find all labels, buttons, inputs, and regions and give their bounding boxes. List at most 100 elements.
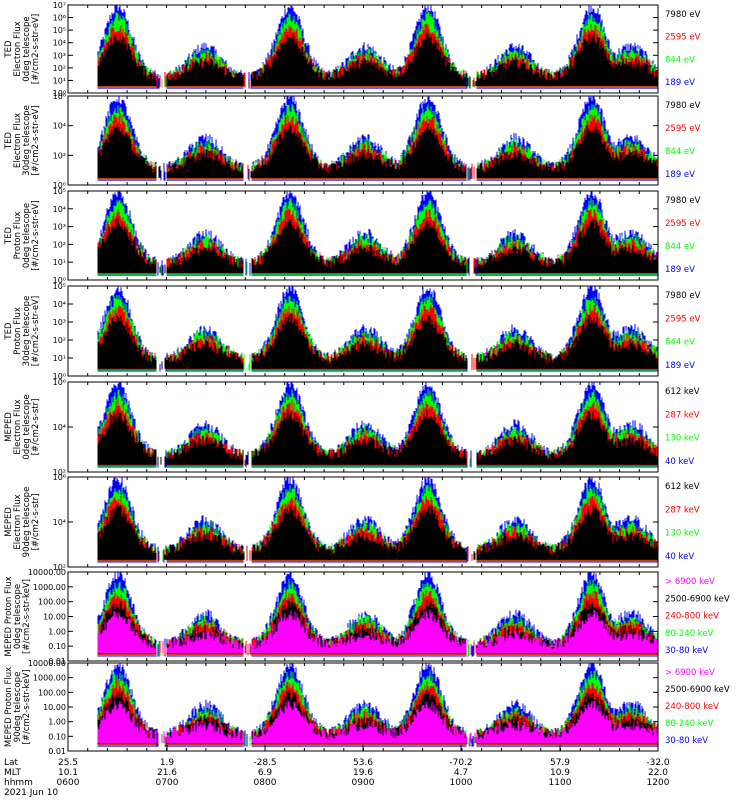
y-tick-label: 10000.00 [28, 568, 66, 577]
y-axis-label: TED [4, 131, 14, 150]
panel-traces [97, 572, 658, 657]
y-axis-label: [#/cm2-s-str-eV] [31, 14, 41, 84]
y-axis-label: 0deg telescope [22, 16, 32, 81]
footer-lat: -28.5 [253, 758, 276, 768]
footer-mlt: 19.6 [353, 768, 373, 778]
y-tick-label: 10.00 [43, 613, 66, 622]
footer-mlt: 10.9 [550, 768, 570, 778]
y-axis-label: [#/cm2-s-str] [31, 494, 41, 551]
y-tick-label: 10⁴ [53, 300, 66, 309]
y-axis-label: [#/cm2-s-str-keV] [22, 579, 32, 654]
y-tick-label: 10³ [53, 51, 66, 60]
footer-mlt: 22.0 [648, 768, 668, 778]
y-axis-label: [#/cm2-s-str-keV] [22, 670, 32, 745]
legend-entry: 612 keV [665, 387, 700, 397]
panel-5: 10² 10⁴ 10⁶ MEPED Electron Flux 0deg telescop… [4, 378, 700, 477]
y-tick-label: 1.00 [48, 627, 66, 636]
panel-4: 10⁰ 10¹ 10² 10³ 10⁴ 10⁵ TED Proton Flux 30deg te… [4, 282, 701, 381]
legend-entry: 189 eV [665, 78, 695, 88]
footer-mlt: 21.6 [157, 768, 177, 778]
y-axis-label: Electron Flux [13, 21, 23, 76]
legend-entry: 30-80 keV [665, 736, 708, 746]
legend-entry: > 6900 keV [665, 668, 715, 678]
y-axis-label: [#/cm2-s-str-eV] [31, 200, 41, 270]
footer-row-label: hhmm [4, 778, 33, 788]
y-tick-label: 10.00 [43, 703, 66, 712]
y-tick-label: 10¹ [53, 258, 66, 267]
footer-mlt: 6.9 [258, 768, 273, 778]
footer-hhmm: 0900 [352, 778, 375, 788]
y-tick-label: 10³ [53, 223, 66, 232]
footer-lat: 25.5 [58, 758, 78, 768]
y-tick-label: 10⁵ [53, 26, 66, 35]
footer-lat: -32.0 [646, 758, 670, 768]
y-tick-label: 10⁷ [53, 1, 66, 10]
y-tick-label: 10² [53, 64, 66, 73]
y-tick-label: 100.00 [38, 688, 66, 697]
y-tick-label: 10³ [53, 318, 66, 327]
y-tick-label: 10⁴ [53, 205, 66, 214]
footer-hhmm: 0700 [156, 778, 179, 788]
legend-entry: 130 keV [665, 434, 700, 444]
y-axis-label: 30deg telescope [22, 296, 32, 367]
footer-hhmm: 1200 [647, 778, 670, 788]
y-axis-label: Electron Flux [13, 113, 23, 168]
legend-entry: 40 keV [665, 457, 694, 467]
y-tick-label: 0.10 [48, 732, 66, 741]
legend-entry: 2595 eV [665, 219, 701, 229]
legend-entry: 7980 eV [665, 291, 701, 301]
panel-traces [97, 96, 658, 181]
y-axis-label: TED [4, 226, 14, 245]
series-trace [97, 123, 658, 178]
y-tick-label: 10² [53, 336, 66, 345]
footer-mlt: 10.1 [58, 768, 78, 778]
footer-hhmm: 0800 [254, 778, 277, 788]
footer-hhmm: 0600 [57, 778, 80, 788]
series-trace [97, 31, 658, 86]
y-axis-label: [#/cm2-s-str] [31, 399, 41, 456]
y-tick-label: 10⁵ [53, 187, 66, 196]
legend-entry: 287 keV [665, 505, 700, 515]
legend-entry: 844 eV [665, 242, 695, 252]
y-tick-label: 10¹ [53, 76, 66, 85]
y-axis-label: 0deg telescope [13, 584, 23, 649]
y-tick-label: 100.00 [38, 598, 66, 607]
footer-lat: -70.2 [449, 758, 472, 768]
y-tick-label: 10⁶ [53, 378, 66, 387]
footer-lat: 53.6 [353, 758, 373, 768]
y-tick-label: 10⁶ [53, 473, 66, 482]
footer-lat: 1.9 [160, 758, 175, 768]
y-axis-label: Electron Flux [13, 494, 23, 549]
panel-8: 0.01 0.10 1.00 10.00 100.00 1000.00 10000.00 ME… [4, 659, 730, 756]
footer-hhmm: 1100 [549, 778, 572, 788]
legend-entry: 7980 eV [665, 101, 701, 111]
y-tick-label: 0.01 [48, 747, 66, 756]
y-tick-label: 10⁴ [53, 122, 66, 131]
series-trace [97, 504, 658, 560]
legend-entry: 30-80 keV [665, 646, 708, 656]
y-axis-label: MEPED Proton Flux [4, 576, 14, 656]
footer-hhmm: 1000 [450, 778, 473, 788]
y-axis-label: MEPED Proton Flux [4, 667, 14, 747]
series-trace [97, 609, 658, 653]
panel-3: 10⁰ 10¹ 10² 10³ 10⁴ 10⁵ TED Proton Flux 0deg tel… [4, 187, 701, 285]
legend-entry: 80-240 keV [665, 719, 714, 729]
y-tick-label: 10⁰ [53, 89, 66, 98]
panel-traces [97, 382, 658, 468]
legend-entry: 7980 eV [665, 196, 701, 206]
legend-entry: 844 eV [665, 147, 695, 157]
panel-1: 10⁰ 10¹ 10² 10³ 10⁴ 10⁵ 10⁶ 10⁷ TED Electron Flux… [4, 1, 701, 98]
footer-date: 2021 Jun 10 [4, 788, 58, 798]
series-trace [97, 314, 658, 369]
y-tick-label: 10⁴ [53, 518, 66, 527]
y-tick-label: 0.10 [48, 642, 66, 651]
legend-entry: 844 eV [665, 55, 695, 65]
panel-traces [97, 286, 658, 372]
legend-entry: 80-240 keV [665, 629, 714, 639]
y-axis-label: [#/cm2-s-str-eV] [31, 105, 41, 175]
y-tick-label: 10² [53, 151, 66, 160]
panel-traces [97, 477, 658, 563]
y-tick-label: 10⁰ [53, 372, 66, 381]
y-axis-label: 0deg telescope [22, 203, 32, 268]
y-tick-label: 1000.00 [33, 674, 66, 683]
